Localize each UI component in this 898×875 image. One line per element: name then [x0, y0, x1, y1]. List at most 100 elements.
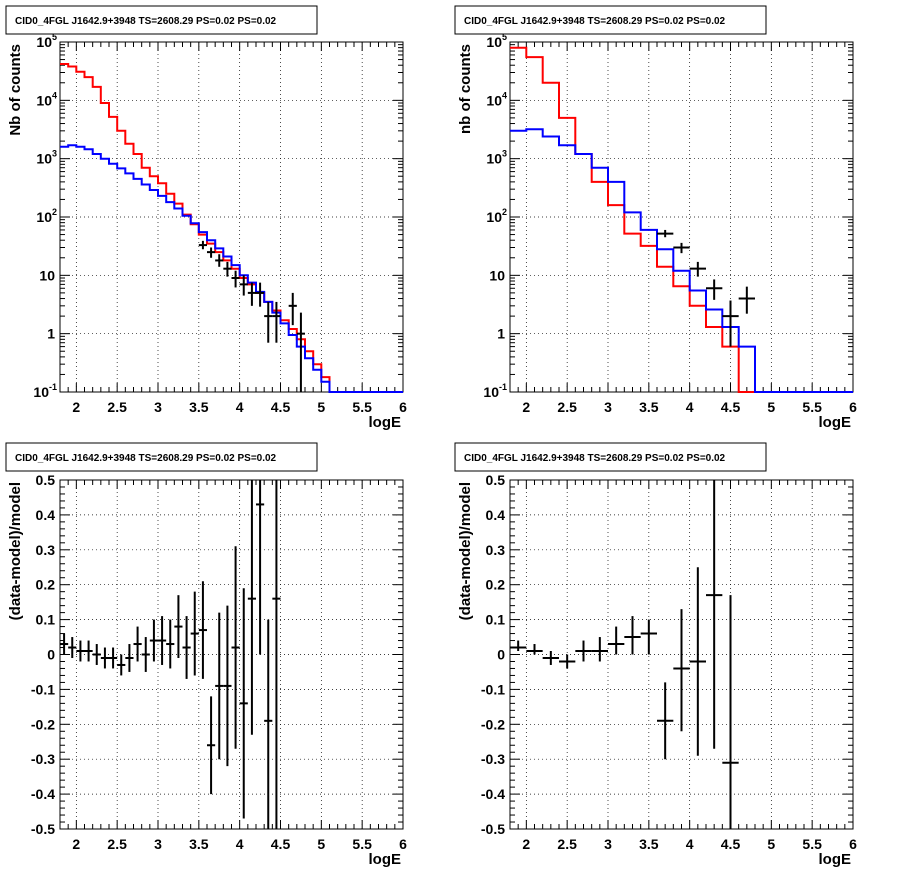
y-tick-label: 104: [486, 90, 507, 108]
y-tick-label: 0.3: [486, 542, 506, 558]
y-tick-label: 102: [36, 207, 57, 225]
x-tick-label: 6: [399, 399, 407, 415]
data-point: [190, 591, 199, 676]
data-point: [133, 626, 142, 662]
x-tick-label: 3: [604, 399, 612, 415]
data-point: [239, 588, 248, 819]
y-tick-label: -0.3: [481, 751, 505, 767]
data-point: [575, 640, 592, 662]
y-tick-label: 103: [486, 149, 507, 167]
data-point: [272, 301, 281, 343]
data-point: [657, 229, 674, 238]
x-tick-label: 4.5: [271, 836, 291, 852]
x-tick-label: 2.5: [557, 836, 577, 852]
x-axis-label: logE: [369, 851, 402, 868]
plot-frame: [509, 41, 854, 393]
plot-frame: [59, 41, 404, 393]
y-tick-label: 102: [486, 207, 507, 225]
x-tick-label: 2.5: [107, 399, 127, 415]
y-tick-label: -0.1: [31, 681, 55, 697]
x-tick-label: 4.5: [271, 399, 291, 415]
panel-title: CID0_4FGL J1642.9+3948 TS=2608.29 PS=0.0…: [15, 453, 277, 464]
data-point: [109, 647, 118, 669]
y-axis-label: (data-model)/model: [457, 482, 474, 620]
y-tick-label: 103: [36, 149, 57, 167]
data-point: [125, 644, 134, 672]
y-tick-label: -0.3: [31, 751, 55, 767]
data-point: [673, 609, 690, 732]
data-point: [231, 270, 240, 288]
x-tick-label: 4.5: [721, 836, 741, 852]
x-tick-label: 5.5: [352, 836, 372, 852]
data-point: [247, 480, 256, 735]
data-point: [215, 254, 224, 267]
x-tick-label: 4.5: [721, 399, 741, 415]
data-point: [264, 619, 273, 829]
panel-4: 2 2.5 3 3.5 4 4.5 5 5.5 6 -0.5 -0.4 -0.3 -0.2 -0.1 0 0.…: [454, 442, 857, 868]
data-point: [738, 286, 755, 314]
x-axis-label: logE: [369, 414, 402, 431]
y-tick-label: -0.2: [481, 716, 505, 732]
x-tick-label: 5: [767, 399, 775, 415]
series-2-step-line: [60, 144, 403, 393]
data-point: [264, 301, 273, 343]
data-point: [608, 626, 625, 655]
data-point: [247, 282, 256, 306]
y-tick-label: 0.4: [486, 507, 506, 523]
panel-title: CID0_4FGL J1642.9+3948 TS=2608.29 PS=0.0…: [464, 16, 726, 27]
title-box: [5, 5, 318, 35]
x-tick-label: 2: [72, 836, 80, 852]
data-point: [215, 612, 224, 760]
x-tick-label: 3.5: [639, 836, 659, 852]
y-tick-label: -0.5: [31, 821, 55, 837]
data-point: [223, 261, 232, 277]
data-point: [510, 640, 527, 652]
x-tick-label: 5: [317, 836, 325, 852]
x-tick-label: 6: [399, 836, 407, 852]
data-point: [158, 616, 167, 665]
panel-title: CID0_4FGL J1642.9+3948 TS=2608.29 PS=0.0…: [464, 453, 726, 464]
x-axis-label: logE: [819, 414, 852, 431]
data-point: [706, 480, 723, 749]
data-point: [706, 279, 723, 300]
x-tick-label: 3.5: [189, 836, 209, 852]
data-point: [640, 619, 657, 655]
x-tick-label: 2: [522, 836, 530, 852]
data-point: [174, 595, 183, 658]
title-box: [454, 5, 767, 35]
y-tick-label: 0: [47, 647, 55, 663]
data-point: [198, 240, 207, 250]
y-tick-label: 0.5: [36, 472, 56, 488]
y-tick-label: 0.3: [36, 542, 56, 558]
data-point: [149, 619, 158, 662]
data-point: [526, 644, 543, 655]
data-point: [100, 647, 109, 669]
y-tick-label: 10-1: [483, 382, 507, 400]
data-point: [256, 282, 265, 307]
data-point: [288, 292, 297, 326]
title-box: [454, 442, 767, 472]
data-point: [657, 682, 674, 760]
y-tick-label: 0.1: [486, 612, 506, 628]
data-point: [92, 644, 101, 665]
y-tick-label: 10-1: [33, 382, 57, 400]
x-axis-label: logE: [819, 851, 852, 868]
data-point: [68, 637, 77, 658]
y-axis-label: (data-model)/model: [7, 482, 24, 620]
title-box: [5, 442, 318, 472]
y-tick-label: 0: [497, 647, 505, 663]
data-point: [60, 633, 69, 655]
data-point: [591, 637, 608, 662]
data-point: [689, 567, 706, 756]
x-tick-label: 3: [154, 399, 162, 415]
x-tick-label: 4: [686, 836, 694, 852]
data-point: [166, 619, 175, 669]
panel-3: 2 2.5 3 3.5 4 4.5 5 5.5 6 -0.5 -0.4 -0.3 -0.2 -0.1 0 0.…: [5, 442, 407, 868]
x-tick-label: 6: [849, 399, 857, 415]
plot-frame: [59, 479, 404, 830]
series-2-step-line: [510, 128, 853, 393]
x-tick-label: 5: [317, 399, 325, 415]
data-point: [296, 312, 305, 392]
data-point: [624, 616, 641, 655]
data-point: [207, 696, 216, 795]
